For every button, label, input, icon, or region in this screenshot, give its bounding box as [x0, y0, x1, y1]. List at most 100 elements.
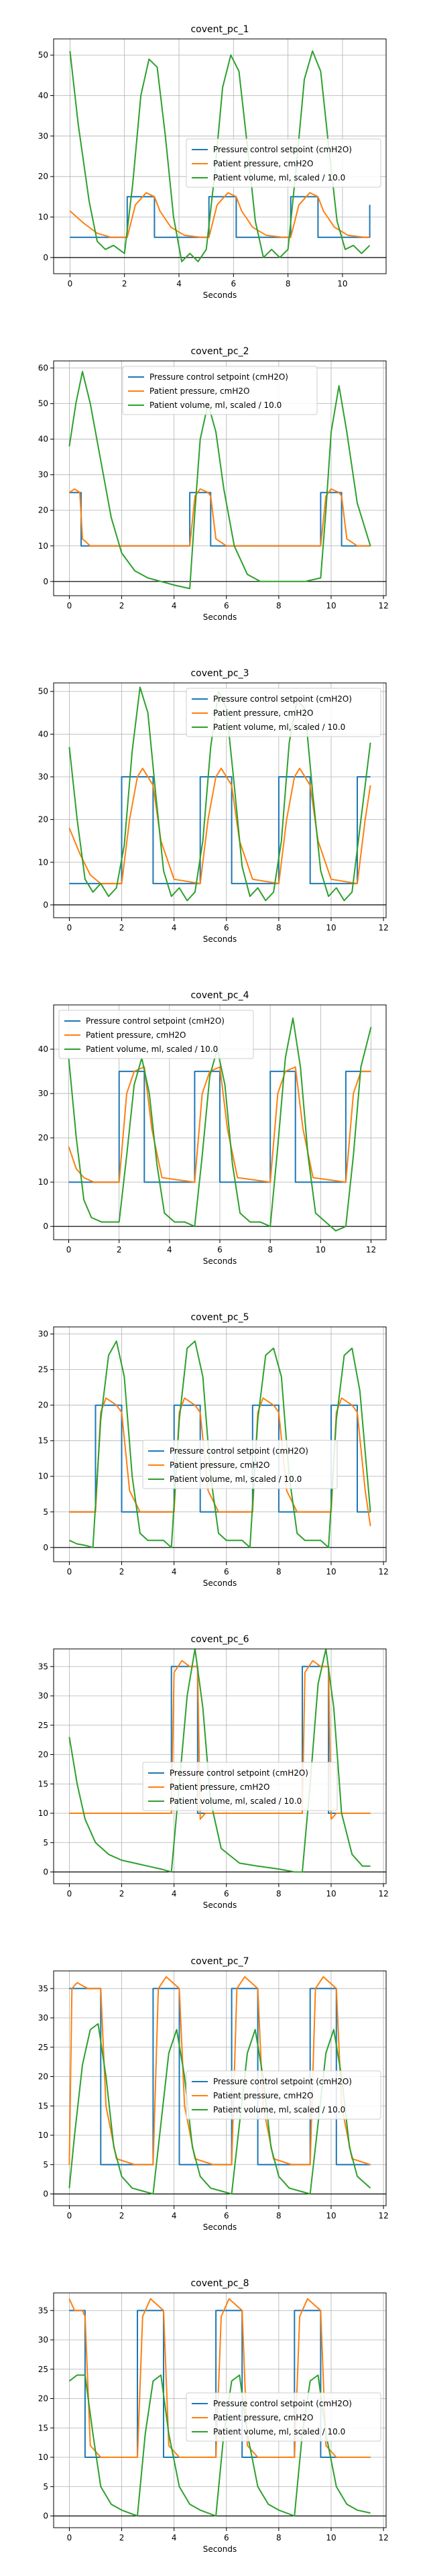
- x-tick-label: 0: [67, 601, 72, 610]
- y-tick-label: 0: [43, 577, 48, 586]
- legend-label: Patient pressure, cmH2O: [149, 386, 249, 396]
- y-tick-label: 10: [38, 541, 48, 551]
- chart-title: covent_pc_7: [190, 1956, 249, 1967]
- plot-frame: [53, 682, 387, 918]
- legend: Pressure control setpoint (cmH2O) Patient…: [142, 1762, 338, 1811]
- y-tick-label: 60: [38, 364, 48, 373]
- x-tick-label: 8: [276, 2211, 282, 2220]
- legend-label: Patient volume, ml, scaled / 10.0: [213, 2105, 345, 2114]
- x-tick-label: 4: [172, 923, 177, 932]
- legend-label: Patient pressure, cmH2O: [170, 1460, 269, 1470]
- legend: Pressure control setpoint (cmH2O) Patient…: [122, 366, 318, 415]
- legend-box: [186, 138, 381, 188]
- y-tick-label: 5: [43, 2482, 48, 2491]
- x-tick-label: 0: [67, 2533, 72, 2542]
- y-tick-label: 0: [43, 1222, 48, 1231]
- x-axis-label: Seconds: [203, 1256, 237, 1266]
- x-tick-label: 8: [276, 2533, 282, 2542]
- series-line-2: [69, 1660, 371, 1820]
- plot-frame: [53, 1326, 387, 1562]
- chart-title: covent_pc_6: [190, 1634, 249, 1645]
- x-tick-label: 0: [67, 1889, 72, 1898]
- y-tick-label: 5: [43, 1838, 48, 1847]
- legend-box: [186, 688, 381, 737]
- y-tick-label: 20: [38, 1750, 48, 1760]
- chart-6: 0 2 4 6 8 10 12 0 5 10 15 20 25 30 35 covent_pc_6 Second…: [38, 1634, 389, 1910]
- legend-box: [186, 2392, 381, 2442]
- plot-frame: [53, 2292, 387, 2528]
- x-tick-label: 8: [276, 1889, 282, 1898]
- legend-label: Patient volume, ml, scaled / 10.0: [170, 1796, 302, 1806]
- x-tick-label: 12: [378, 2211, 388, 2220]
- x-tick-label: 6: [224, 923, 229, 932]
- y-tick-label: 10: [38, 1177, 48, 1187]
- x-axis-label: Seconds: [203, 612, 237, 622]
- legend-label: Patient volume, ml, scaled / 10.0: [213, 722, 345, 732]
- legend-label: Pressure control setpoint (cmH2O): [213, 2399, 352, 2408]
- y-tick-label: 30: [38, 1330, 48, 1339]
- y-tick-label: 20: [38, 2394, 48, 2404]
- x-tick-label: 0: [68, 279, 73, 288]
- y-tick-label: 5: [43, 1507, 48, 1517]
- legend-label: Patient volume, ml, scaled / 10.0: [213, 173, 345, 182]
- legend-label: Pressure control setpoint (cmH2O): [149, 372, 288, 382]
- x-tick-label: 12: [378, 1889, 388, 1898]
- y-tick-label: 40: [38, 729, 48, 739]
- legend-box: [142, 1440, 338, 1489]
- x-tick-label: 2: [122, 279, 127, 288]
- x-tick-label: 0: [67, 1567, 72, 1576]
- chart-4: 0 2 4 6 8 10 12 0 10 20 30 40 covent_pc_4 Seconds Pres…: [38, 990, 387, 1266]
- y-tick-label: 15: [38, 2423, 48, 2432]
- x-axis-label: Seconds: [203, 290, 237, 300]
- y-tick-label: 0: [43, 2190, 48, 2199]
- y-tick-label: 0: [43, 1543, 48, 1552]
- y-tick-label: 10: [38, 1809, 48, 1818]
- y-tick-label: 25: [38, 2043, 48, 2052]
- plot-frame: [53, 38, 387, 274]
- x-tick-label: 2: [117, 1245, 122, 1254]
- y-tick-label: 20: [38, 1401, 48, 1410]
- x-tick-label: 6: [217, 1245, 223, 1254]
- legend-label: Patient pressure, cmH2O: [213, 2091, 313, 2100]
- series-line-2: [68, 1066, 371, 1183]
- y-tick-label: 10: [38, 2453, 48, 2462]
- plot-frame: [53, 360, 387, 596]
- x-tick-label: 4: [172, 2533, 177, 2542]
- y-tick-label: 30: [38, 772, 48, 782]
- legend-label: Patient volume, ml, scaled / 10.0: [170, 1474, 302, 1484]
- legend-label: Pressure control setpoint (cmH2O): [213, 694, 352, 704]
- chart-title: covent_pc_8: [190, 2278, 249, 2289]
- x-tick-label: 8: [276, 1567, 282, 1576]
- legend: Pressure control setpoint (cmH2O) Patient…: [186, 2392, 381, 2442]
- legend-label: Patient volume, ml, scaled / 10.0: [149, 400, 282, 410]
- x-tick-label: 6: [224, 2211, 229, 2220]
- x-tick-label: 2: [119, 1567, 125, 1576]
- x-tick-label: 10: [337, 279, 347, 288]
- y-tick-label: 25: [38, 1721, 48, 1730]
- x-tick-label: 8: [286, 279, 291, 288]
- legend-box: [142, 1762, 338, 1811]
- x-tick-label: 0: [67, 923, 72, 932]
- chart-title: covent_pc_4: [190, 990, 249, 1001]
- y-tick-label: 10: [38, 2131, 48, 2140]
- chart-3: 0 2 4 6 8 10 12 0 10 20 30 40 50 covent_pc_3 Seconds Pr…: [38, 668, 389, 944]
- y-tick-label: 0: [43, 2512, 48, 2521]
- x-tick-label: 10: [326, 2533, 336, 2542]
- x-tick-label: 10: [326, 923, 336, 932]
- y-tick-label: 35: [38, 1984, 48, 1993]
- y-tick-label: 10: [38, 857, 48, 867]
- x-tick-label: 0: [66, 1245, 72, 1254]
- x-axis-label: Seconds: [203, 2222, 237, 2232]
- y-tick-label: 40: [38, 435, 48, 444]
- chart-8: 0 2 4 6 8 10 12 0 5 10 15 20 25 30 35 covent_pc_8 Second…: [38, 2278, 389, 2554]
- y-tick-label: 15: [38, 1779, 48, 1788]
- y-tick-label: 10: [38, 213, 48, 222]
- x-tick-label: 4: [176, 279, 182, 288]
- y-tick-label: 50: [38, 50, 48, 60]
- x-tick-label: 12: [378, 923, 388, 932]
- y-tick-label: 25: [38, 2365, 48, 2374]
- plot-frame: [53, 1970, 387, 2206]
- y-tick-label: 0: [43, 1868, 48, 1877]
- series-line-3: [69, 50, 371, 262]
